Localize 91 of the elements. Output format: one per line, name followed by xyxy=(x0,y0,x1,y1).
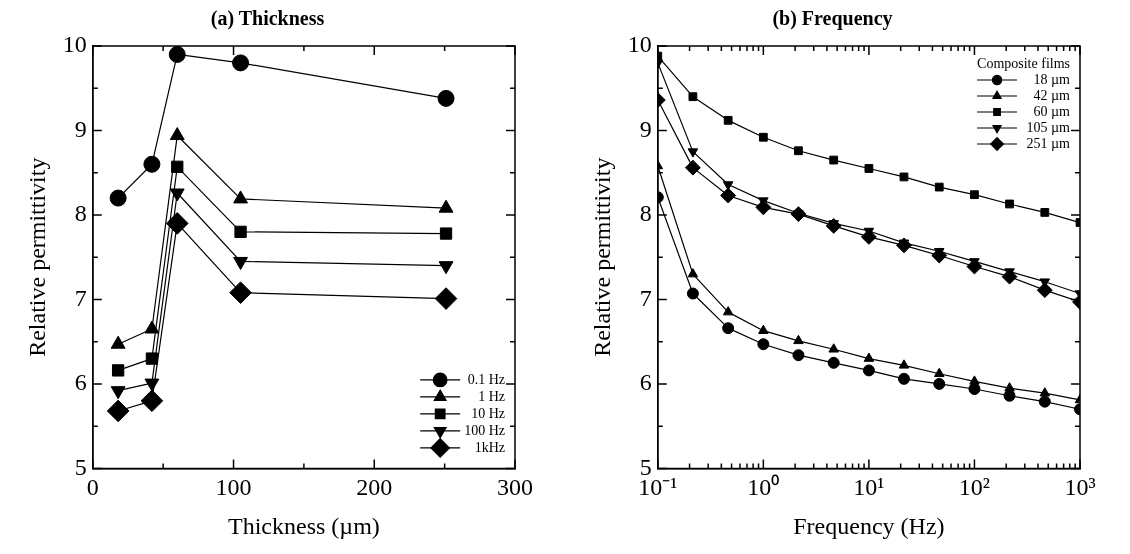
point xyxy=(1036,282,1053,299)
point xyxy=(722,322,735,335)
point xyxy=(722,306,734,316)
point xyxy=(862,364,875,377)
point xyxy=(827,356,840,369)
point xyxy=(1039,387,1051,397)
point xyxy=(439,227,453,240)
point xyxy=(828,343,839,353)
point xyxy=(934,182,944,192)
x-tick-label: 10³ xyxy=(1064,474,1096,501)
point xyxy=(1040,208,1050,217)
point xyxy=(829,155,839,165)
y-tick-label: 5 xyxy=(74,453,87,480)
point xyxy=(933,367,945,378)
x-tick-label: 10¹ xyxy=(853,474,885,501)
point xyxy=(687,148,699,158)
x-tick-label: 100 xyxy=(215,474,252,501)
point xyxy=(898,359,910,369)
point xyxy=(1038,395,1051,408)
point xyxy=(758,132,768,142)
point xyxy=(233,190,248,204)
x-tick-label: 200 xyxy=(356,474,393,501)
legend-label: 42 µm xyxy=(1033,87,1071,103)
y-tick-label: 7 xyxy=(639,284,652,311)
y-tick-label: 8 xyxy=(74,200,87,227)
point xyxy=(969,375,980,385)
x-tick-label: 10² xyxy=(958,474,991,501)
y-tick-label: 8 xyxy=(639,200,652,227)
y-tick-label: 6 xyxy=(639,369,652,396)
x-tick-label: 300 xyxy=(497,474,533,501)
point xyxy=(144,378,160,392)
point xyxy=(232,54,250,72)
point xyxy=(437,89,455,107)
point xyxy=(688,92,698,102)
legend-label: 10 Hz xyxy=(471,405,505,421)
chart-title: (a) Thickness xyxy=(210,7,325,31)
point xyxy=(793,334,804,345)
point xyxy=(145,352,159,365)
legend-label: 0.1 Hz xyxy=(467,371,505,387)
point xyxy=(899,172,909,182)
point xyxy=(794,146,803,156)
point xyxy=(970,190,979,200)
point xyxy=(169,127,185,141)
point xyxy=(792,349,805,362)
legend-label: 251 µm xyxy=(1026,135,1071,151)
y-tick-label: 6 xyxy=(74,369,87,396)
point xyxy=(434,287,458,310)
y-axis-title: Relative permittivity xyxy=(23,157,50,357)
point xyxy=(758,324,769,334)
legend-label: 1 Hz xyxy=(478,388,505,404)
point xyxy=(897,372,910,385)
point xyxy=(864,164,874,173)
y-tick-label: 10 xyxy=(627,31,652,58)
point xyxy=(1005,199,1014,209)
point xyxy=(684,159,701,176)
legend-label: 105 µm xyxy=(1026,119,1071,135)
legend-label: 60 µm xyxy=(1033,103,1071,119)
point xyxy=(686,287,699,300)
point xyxy=(229,281,252,304)
point xyxy=(233,256,248,270)
x-axis-title: Thickness (µm) xyxy=(228,512,380,539)
point xyxy=(720,187,737,204)
y-tick-label: 9 xyxy=(639,115,652,142)
point xyxy=(687,268,699,278)
point xyxy=(110,386,126,400)
point xyxy=(143,155,161,173)
point xyxy=(109,189,127,207)
chart-title: (b) Frequency xyxy=(772,7,893,31)
point xyxy=(1004,382,1015,392)
point xyxy=(111,364,125,377)
x-axis-title: Frequency (Hz) xyxy=(793,512,945,539)
y-tick-label: 10 xyxy=(62,31,87,58)
legend-label: 1kHz xyxy=(474,439,505,455)
x-tick-label: 0 xyxy=(86,474,99,501)
legend-title: Composite films xyxy=(977,55,1070,71)
point xyxy=(168,46,186,63)
legend-label: 100 Hz xyxy=(464,422,505,438)
point xyxy=(723,115,733,125)
point xyxy=(757,338,770,351)
point xyxy=(165,212,189,235)
x-tick-label: 10⁰ xyxy=(747,474,780,501)
y-axis-title: Relative permittivity xyxy=(588,157,615,357)
point xyxy=(106,399,130,423)
point xyxy=(171,160,184,173)
point xyxy=(234,225,247,239)
point xyxy=(140,389,164,413)
point xyxy=(933,377,946,390)
legend-label: 18 µm xyxy=(1033,71,1071,87)
y-tick-label: 9 xyxy=(74,115,87,142)
y-tick-label: 7 xyxy=(74,284,87,311)
point xyxy=(863,352,875,362)
